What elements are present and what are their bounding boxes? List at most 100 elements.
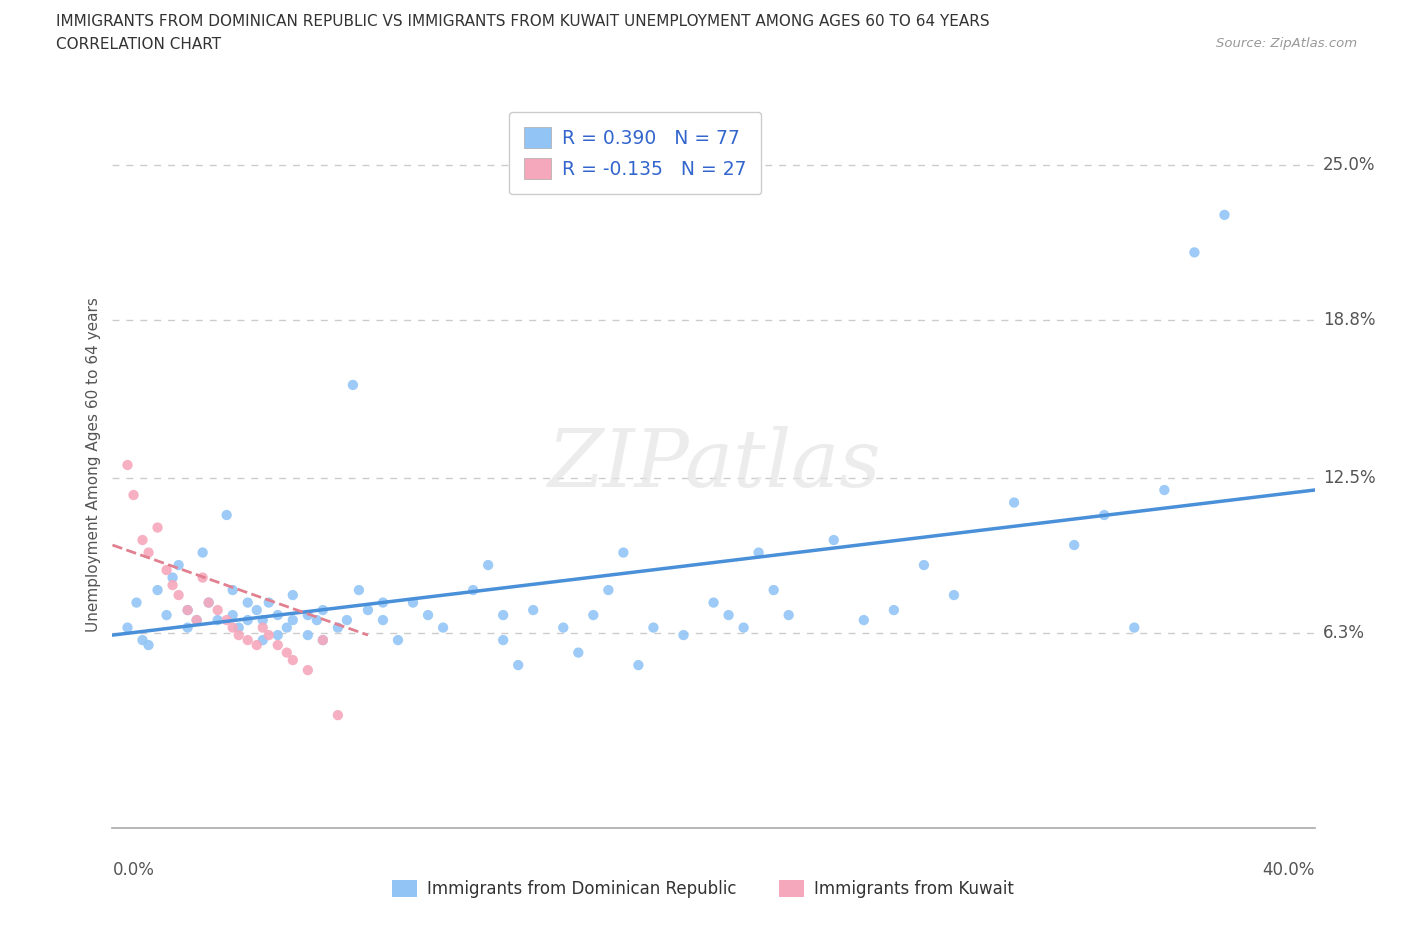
Point — [131, 533, 153, 548]
Point — [176, 620, 198, 635]
Point — [222, 620, 245, 635]
Point — [246, 638, 269, 653]
Point — [176, 603, 198, 618]
Point — [312, 632, 335, 647]
Point — [222, 582, 245, 597]
Point — [167, 588, 190, 603]
Text: 12.5%: 12.5% — [1323, 469, 1375, 486]
Point — [748, 545, 770, 560]
Point — [1153, 483, 1175, 498]
Text: 40.0%: 40.0% — [1263, 860, 1315, 879]
Point — [305, 613, 328, 628]
Point — [1063, 538, 1085, 552]
Point — [186, 613, 208, 628]
Point — [582, 607, 605, 622]
Point — [492, 607, 515, 622]
Point — [138, 545, 160, 560]
Point — [477, 558, 499, 573]
Text: 18.8%: 18.8% — [1323, 311, 1375, 329]
Point — [215, 508, 238, 523]
Point — [416, 607, 439, 622]
Point — [276, 620, 298, 635]
Point — [508, 658, 530, 672]
Point — [197, 595, 219, 610]
Point — [236, 613, 259, 628]
Point — [228, 628, 250, 643]
Point — [852, 613, 875, 628]
Point — [257, 628, 280, 643]
Point — [176, 603, 198, 618]
Text: CORRELATION CHART: CORRELATION CHART — [56, 37, 221, 52]
Point — [823, 533, 845, 548]
Point — [598, 582, 620, 597]
Text: ZIPatlas: ZIPatlas — [547, 426, 880, 504]
Point — [146, 520, 169, 535]
Legend: R = 0.390   N = 77, R = -0.135   N = 27: R = 0.390 N = 77, R = -0.135 N = 27 — [509, 112, 762, 194]
Point — [297, 607, 319, 622]
Point — [186, 613, 208, 628]
Point — [432, 620, 454, 635]
Point — [326, 620, 349, 635]
Point — [191, 570, 214, 585]
Point — [522, 603, 544, 618]
Point — [236, 632, 259, 647]
Point — [281, 653, 304, 668]
Point — [117, 620, 139, 635]
Point — [155, 607, 177, 622]
Point — [228, 620, 250, 635]
Point — [912, 558, 935, 573]
Point — [138, 638, 160, 653]
Point — [191, 545, 214, 560]
Point — [326, 708, 349, 723]
Text: IMMIGRANTS FROM DOMINICAN REPUBLIC VS IMMIGRANTS FROM KUWAIT UNEMPLOYMENT AMONG : IMMIGRANTS FROM DOMINICAN REPUBLIC VS IM… — [56, 14, 990, 29]
Point — [357, 603, 380, 618]
Point — [267, 638, 290, 653]
Y-axis label: Unemployment Among Ages 60 to 64 years: Unemployment Among Ages 60 to 64 years — [86, 298, 101, 632]
Point — [281, 588, 304, 603]
Point — [672, 628, 695, 643]
Point — [702, 595, 725, 610]
Point — [125, 595, 148, 610]
Point — [252, 632, 274, 647]
Point — [252, 613, 274, 628]
Point — [276, 645, 298, 660]
Point — [162, 578, 184, 592]
Text: 6.3%: 6.3% — [1323, 624, 1365, 642]
Point — [297, 628, 319, 643]
Point — [122, 487, 145, 502]
Point — [1002, 495, 1025, 510]
Point — [167, 558, 190, 573]
Point — [312, 603, 335, 618]
Legend: Immigrants from Dominican Republic, Immigrants from Kuwait: Immigrants from Dominican Republic, Immi… — [385, 873, 1021, 905]
Point — [1123, 620, 1146, 635]
Point — [1092, 508, 1115, 523]
Point — [146, 582, 169, 597]
Point — [207, 603, 229, 618]
Point — [281, 613, 304, 628]
Point — [312, 632, 335, 647]
Point — [222, 607, 245, 622]
Point — [257, 595, 280, 610]
Point — [197, 595, 219, 610]
Text: 25.0%: 25.0% — [1323, 156, 1375, 174]
Point — [371, 613, 394, 628]
Point — [717, 607, 740, 622]
Point — [117, 458, 139, 472]
Point — [461, 582, 484, 597]
Point — [155, 563, 177, 578]
Point — [267, 628, 290, 643]
Point — [883, 603, 905, 618]
Point — [162, 570, 184, 585]
Point — [342, 378, 364, 392]
Point — [492, 632, 515, 647]
Point — [371, 595, 394, 610]
Point — [612, 545, 634, 560]
Point — [236, 595, 259, 610]
Point — [252, 620, 274, 635]
Point — [778, 607, 800, 622]
Point — [347, 582, 370, 597]
Point — [402, 595, 425, 610]
Text: Source: ZipAtlas.com: Source: ZipAtlas.com — [1216, 37, 1357, 50]
Point — [207, 613, 229, 628]
Point — [762, 582, 785, 597]
